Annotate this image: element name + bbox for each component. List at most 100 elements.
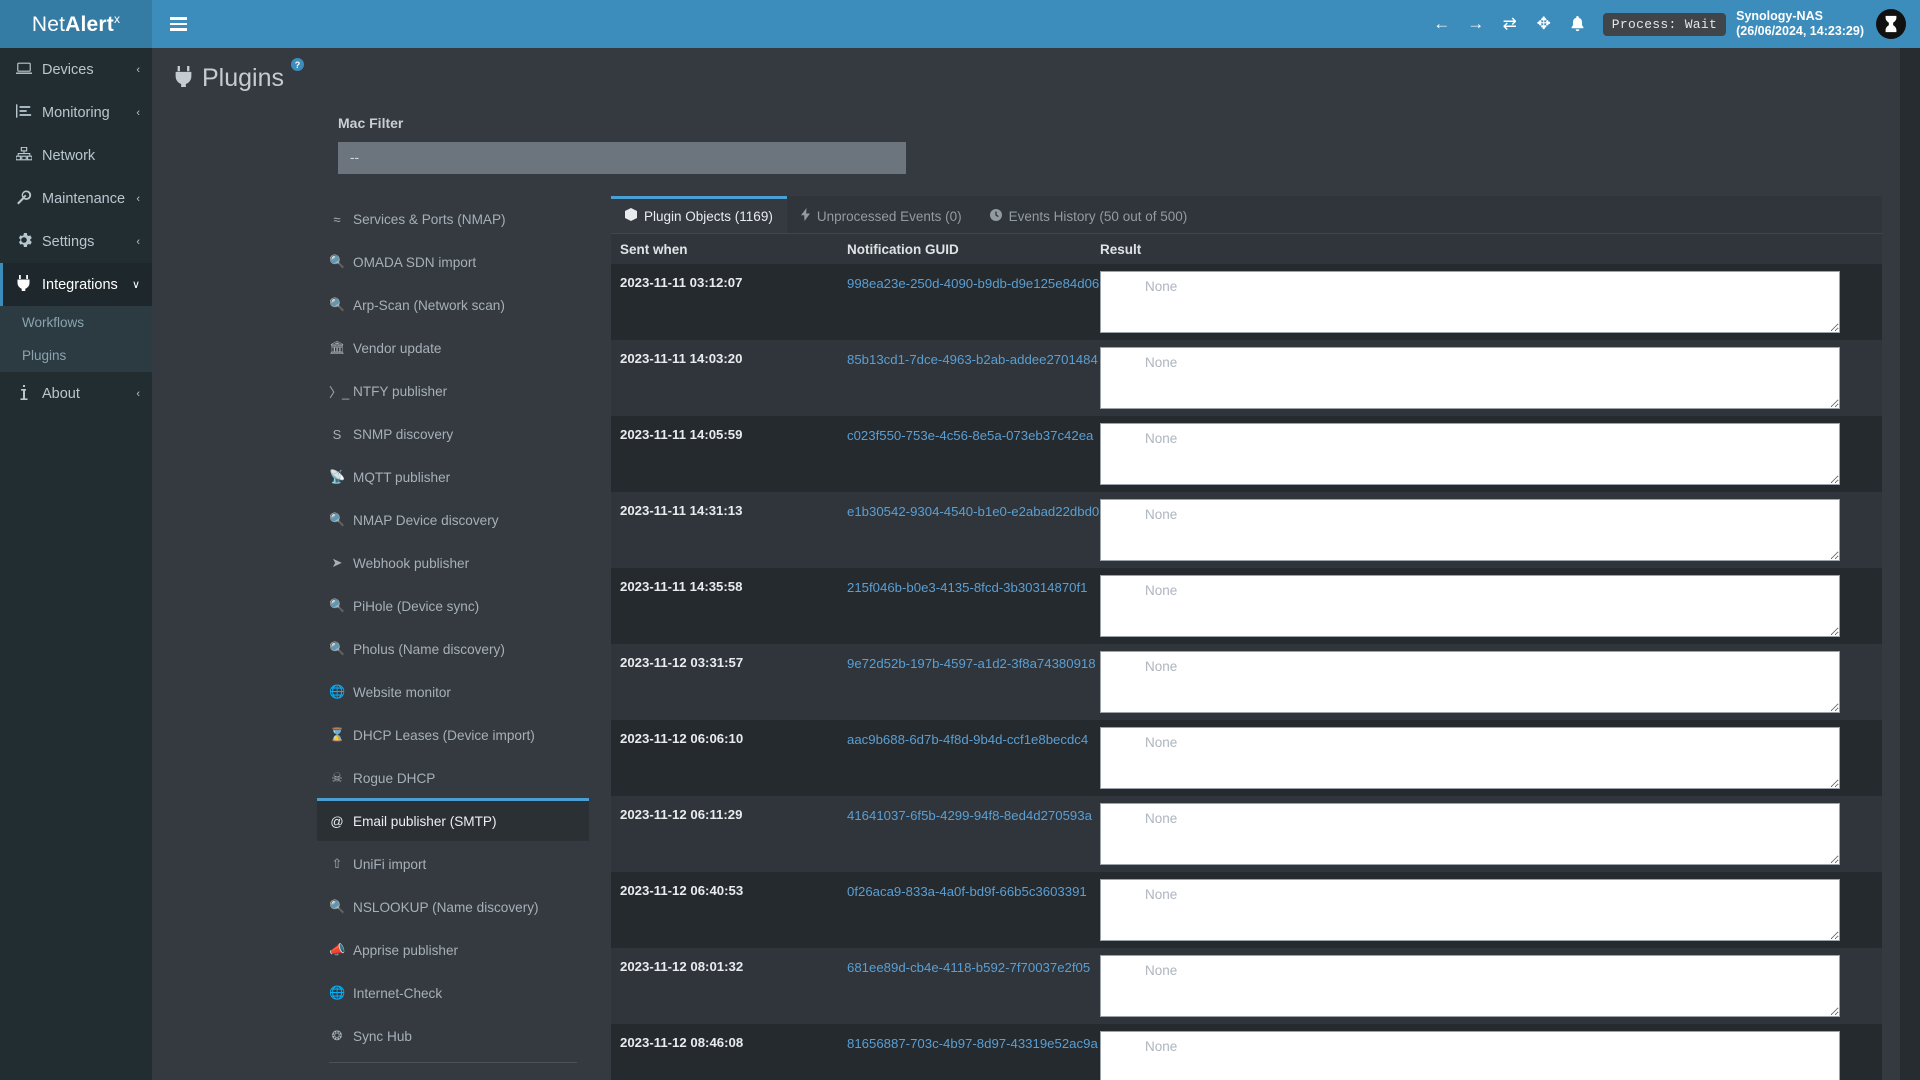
result-textarea[interactable] (1100, 727, 1840, 789)
plugin-item-services-ports-nmap[interactable]: ≈ Services & Ports (NMAP) (317, 196, 589, 239)
cell-result (1100, 340, 1882, 416)
plugin-label: Apprise publisher (353, 942, 459, 958)
cell-result (1100, 796, 1882, 872)
mac-filter-label: Mac Filter (338, 115, 404, 131)
plugin-item-snmp-discovery[interactable]: S SNMP discovery (317, 411, 589, 454)
column-header-notification-guid[interactable]: Notification GUID (847, 241, 959, 257)
guid-link[interactable]: 9e72d52b-197b-4597-a1d2-3f8a74380918 (847, 656, 1096, 671)
hamburger-menu-icon[interactable] (152, 0, 204, 48)
guid-link[interactable]: 215f046b-b0e3-4135-8fcd-3b30314870f1 (847, 580, 1088, 595)
guid-link[interactable]: 81656887-703c-4b97-8d97-43319e52ac9a (847, 1036, 1098, 1051)
plugin-label: Rogue DHCP (353, 770, 436, 786)
back-arrow-icon[interactable]: ← (1433, 14, 1451, 33)
guid-link[interactable]: 998ea23e-250d-4090-b9db-d9e125e84d06 (847, 276, 1100, 291)
sidebar: Devices ‹ Monitoring ‹ Network Maintenan… (0, 48, 152, 1080)
plugin-item-vendor-update[interactable]: 🏛 Vendor update (317, 325, 589, 368)
sidebar-item-devices[interactable]: Devices ‹ (0, 48, 152, 91)
sidebar-item-network[interactable]: Network (0, 134, 152, 177)
result-textarea[interactable] (1100, 423, 1840, 485)
host-info: Synology-NAS (26/06/2024, 14:23:29) (1736, 9, 1864, 39)
plugin-item-pholus-name-discovery[interactable]: 🔍 Pholus (Name discovery) (317, 626, 589, 669)
result-textarea[interactable] (1100, 955, 1840, 1017)
forward-arrow-icon[interactable]: → (1467, 14, 1485, 33)
plugin-item-nmap-device-discovery[interactable]: 🔍 NMAP Device discovery (317, 497, 589, 540)
sidebar-item-integrations[interactable]: Integrations ∨ (0, 263, 152, 306)
terminal-icon: 〉_ (329, 384, 350, 400)
host-name: Synology-NAS (1736, 9, 1823, 23)
column-header-sent-when[interactable]: Sent when (620, 241, 688, 257)
sidebar-label-maintenance: Maintenance (42, 190, 126, 207)
guid-link[interactable]: 0f26aca9-833a-4a0f-bd9f-66b5c3603391 (847, 884, 1087, 899)
result-textarea[interactable] (1100, 271, 1840, 333)
clock-icon (989, 208, 1002, 224)
result-textarea[interactable] (1100, 499, 1840, 561)
sidebar-submenu-integrations: Workflows Plugins (0, 306, 152, 372)
plugin-label: NMAP Device discovery (353, 512, 499, 528)
plugin-item-apprise-publisher[interactable]: 📣 Apprise publisher (317, 927, 589, 970)
tab-unprocessed-events[interactable]: Unprocessed Events (0) (787, 196, 976, 233)
sidebar-item-maintenance[interactable]: Maintenance ‹ (0, 177, 152, 220)
cell-result (1100, 644, 1882, 720)
plugin-item-rogue-dhcp[interactable]: ☠ Rogue DHCP (317, 755, 589, 798)
help-badge-icon[interactable]: ? (291, 58, 304, 71)
result-textarea[interactable] (1100, 879, 1840, 941)
plugin-item-webhook-publisher[interactable]: ➤ Webhook publisher (317, 540, 589, 583)
bell-icon[interactable] (1561, 0, 1595, 48)
guid-link[interactable]: 41641037-6f5b-4299-94f8-8ed4d270593a (847, 808, 1092, 823)
host-timestamp: (26/06/2024, 14:23:29) (1736, 24, 1864, 38)
guid-link[interactable]: c023f550-753e-4c56-8e5a-073eb37c42ea (847, 428, 1094, 443)
column-header-result[interactable]: Result (1100, 241, 1142, 257)
result-textarea[interactable] (1100, 347, 1840, 409)
plugin-item-email-publisher-smtp[interactable]: @ Email publisher (SMTP) (317, 798, 589, 841)
cell-sent-when: 2023-11-12 08:46:08 (620, 1035, 744, 1050)
plugin-item-mqtt-publisher[interactable]: 📡 MQTT publisher (317, 454, 589, 497)
guid-link[interactable]: 85b13cd1-7dce-4963-b2ab-addee2701484 (847, 352, 1098, 367)
rss-icon: 📡 (329, 469, 346, 484)
table-header-row: Sent when Notification GUID Result (611, 234, 1882, 264)
cell-guid: 81656887-703c-4b97-8d97-43319e52ac9a (847, 1024, 1100, 1053)
result-textarea[interactable] (1100, 575, 1840, 637)
plugin-item-arp-scan[interactable]: 🔍 Arp-Scan (Network scan) (317, 282, 589, 325)
mac-filter-select[interactable]: -- (338, 142, 906, 174)
result-textarea[interactable] (1100, 803, 1840, 865)
tab-plugin-objects[interactable]: Plugin Objects (1169) (611, 196, 787, 233)
plugin-item-sync-hub[interactable]: ❂ Sync Hub (317, 1013, 589, 1056)
plugin-item-nslookup-name-discovery[interactable]: 🔍 NSLOOKUP (Name discovery) (317, 884, 589, 927)
plugin-label: MQTT publisher (353, 469, 451, 485)
guid-link[interactable]: e1b30542-9304-4540-b1e0-e2abad22dbd0 (847, 504, 1100, 519)
sidebar-item-monitoring[interactable]: Monitoring ‹ (0, 91, 152, 134)
sidebar-item-plugins[interactable]: Plugins (22, 348, 67, 363)
table-row: 2023-11-11 14:05:59 c023f550-753e-4c56-8… (611, 416, 1882, 492)
plugin-item-website-monitor[interactable]: 🌐 Website monitor (317, 669, 589, 712)
guid-link[interactable]: 681ee89d-cb4e-4118-b592-7f70037e2f05 (847, 960, 1091, 975)
page-title: Plugins ? (152, 48, 1900, 93)
sidebar-item-about[interactable]: About ‹ (0, 372, 152, 415)
upload-icon: ⇧ (331, 856, 343, 871)
plugin-item-ntfy-publisher[interactable]: 〉_ NTFY publisher (317, 368, 589, 411)
plugin-label: SNMP discovery (353, 426, 454, 442)
table-row: 2023-11-12 06:06:10 aac9b688-6d7b-4f8d-9… (611, 720, 1882, 796)
sidebar-item-workflows[interactable]: Workflows (22, 315, 85, 330)
plugin-item-pihole-device-sync[interactable]: 🔍 PiHole (Device sync) (317, 583, 589, 626)
tab-events-history[interactable]: Events History (50 out of 500) (976, 196, 1202, 233)
result-textarea[interactable] (1100, 1031, 1840, 1080)
plugin-detail-panel: Plugin Objects (1169) Unprocessed Events… (611, 196, 1882, 1080)
plugin-item-omada-sdn-import[interactable]: 🔍 OMADA SDN import (317, 239, 589, 282)
result-textarea[interactable] (1100, 651, 1840, 713)
plugin-list-separator (329, 1062, 577, 1063)
avatar[interactable] (1876, 9, 1906, 39)
plugin-item-unifi-import[interactable]: ⇧ UniFi import (317, 841, 589, 884)
table-row: 2023-11-11 14:03:20 85b13cd1-7dce-4963-b… (611, 340, 1882, 416)
app-logo[interactable]: NetAlertx (0, 0, 152, 48)
logo-text-sup: x (113, 11, 121, 26)
bolt-icon (800, 208, 810, 224)
move-icon[interactable]: ✥ (1536, 14, 1551, 33)
plugin-label: NTFY publisher (353, 383, 448, 399)
sidebar-item-settings[interactable]: Settings ‹ (0, 220, 152, 263)
guid-link[interactable]: aac9b688-6d7b-4f8d-9b4d-ccf1e8becdc4 (847, 732, 1089, 747)
plugin-item-internet-check[interactable]: 🌐 Internet-Check (317, 970, 589, 1013)
process-status-badge: Process: Wait (1602, 12, 1727, 36)
plugin-label: Webhook publisher (353, 555, 470, 571)
plugin-item-dhcp-leases[interactable]: ⌛ DHCP Leases (Device import) (317, 712, 589, 755)
refresh-icon[interactable]: ⇄ (1502, 14, 1517, 33)
